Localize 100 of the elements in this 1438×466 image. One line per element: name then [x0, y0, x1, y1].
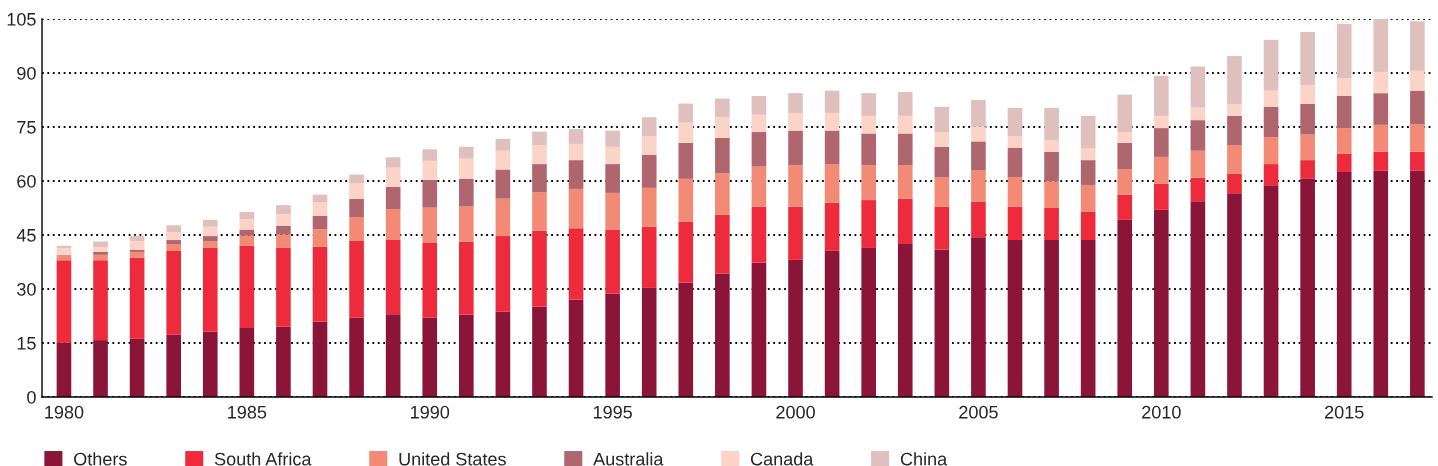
bar [1227, 173, 1242, 194]
bar [1117, 94, 1133, 133]
bar [129, 257, 145, 339]
bar [312, 229, 328, 247]
bar [605, 164, 620, 193]
bar [824, 202, 840, 251]
bar [93, 254, 108, 261]
bar [824, 130, 840, 165]
bar [605, 229, 620, 294]
bar [1154, 115, 1169, 129]
bar [239, 327, 255, 397]
bar [1044, 107, 1059, 140]
legend-label: United States [399, 452, 506, 466]
bar [1117, 169, 1133, 195]
bar [1336, 24, 1352, 79]
bar [1373, 71, 1389, 94]
bar [385, 167, 401, 187]
bar [1190, 150, 1206, 178]
bar [1263, 164, 1279, 186]
bar [861, 200, 876, 248]
bar [1117, 132, 1133, 143]
bar [166, 334, 181, 397]
bar [897, 165, 913, 199]
bar [1154, 183, 1169, 210]
bar [276, 214, 291, 226]
bar [641, 226, 657, 288]
x-tick-label: 2010 [1142, 405, 1181, 419]
bar [495, 311, 511, 397]
bar [1263, 185, 1279, 397]
bar [1117, 219, 1133, 397]
bar [751, 132, 767, 167]
bar [1117, 142, 1133, 170]
x-tick-label: 1985 [228, 405, 267, 419]
bar [166, 225, 181, 233]
bar [1007, 240, 1023, 397]
bar [1336, 172, 1352, 397]
bar [1336, 153, 1352, 172]
bar [1007, 206, 1023, 241]
y-tick-label: 45 [16, 229, 36, 242]
bar [1080, 160, 1096, 185]
bar [1300, 31, 1315, 85]
bar [532, 192, 547, 231]
bar [788, 130, 803, 166]
bar [1154, 209, 1169, 397]
bar [1373, 124, 1389, 152]
legend-label: Canada [750, 452, 814, 466]
y-tick-label: 90 [17, 66, 36, 80]
bar [934, 249, 950, 397]
bar [422, 317, 438, 397]
bar [897, 198, 913, 244]
bar [422, 160, 438, 180]
bar [1080, 184, 1096, 212]
bar [641, 117, 657, 136]
bar [861, 115, 876, 134]
bar [897, 115, 913, 134]
bar [202, 241, 218, 248]
bar [1007, 177, 1023, 207]
bar [1300, 103, 1315, 135]
bar [349, 199, 364, 217]
bar [1227, 115, 1242, 145]
bar [751, 96, 767, 115]
bar [1410, 21, 1425, 71]
bar [568, 160, 584, 189]
bar [495, 150, 511, 170]
bar [1263, 90, 1279, 107]
bar [1044, 139, 1059, 152]
bar [166, 250, 181, 335]
y-tick-label: 15 [17, 337, 36, 350]
bar [532, 145, 547, 165]
bar [678, 122, 694, 143]
bar [788, 165, 803, 207]
bar [1154, 128, 1169, 157]
x-tick-label: 2015 [1325, 405, 1364, 419]
bar [1336, 78, 1352, 96]
bar [276, 225, 291, 235]
bar [459, 206, 474, 242]
bar [861, 165, 876, 201]
bar [751, 206, 767, 263]
bar [1044, 181, 1059, 208]
bar [861, 133, 876, 166]
bar [605, 146, 620, 165]
bar [459, 178, 474, 207]
bar [239, 229, 255, 236]
bar [1410, 90, 1425, 125]
bar [202, 236, 218, 242]
bar [532, 164, 547, 193]
bar [422, 242, 438, 318]
bar [1227, 56, 1242, 104]
bar [971, 126, 986, 142]
bar [1336, 128, 1352, 154]
bar [239, 245, 255, 328]
bar [1007, 107, 1023, 136]
y-tick-label: 75 [17, 121, 36, 134]
bar [312, 215, 328, 230]
bar [641, 287, 657, 397]
bar [715, 173, 730, 215]
bar [202, 247, 218, 332]
bar [1373, 19, 1389, 72]
bar [934, 177, 950, 207]
y-tick-label: 105 [7, 12, 36, 26]
